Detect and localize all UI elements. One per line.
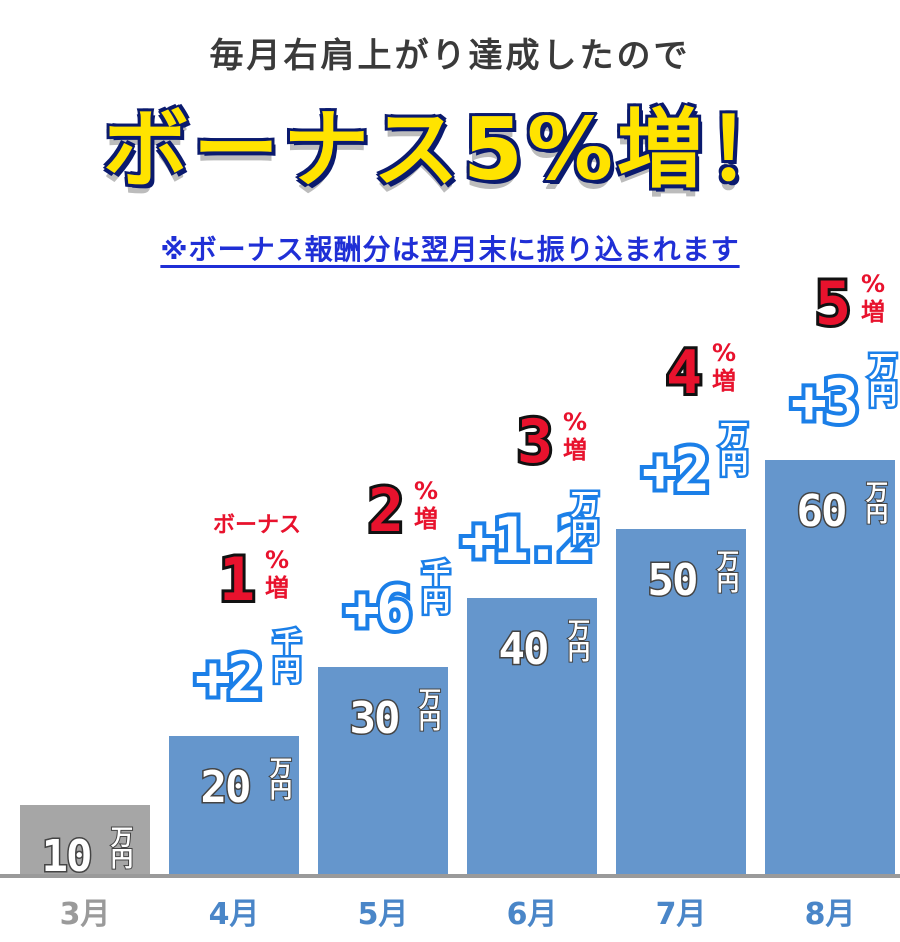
chart-headline: ボーナス5%増！: [101, 98, 797, 202]
bar-value-unit: 円: [111, 848, 133, 873]
bonus-percent-sign: %: [712, 339, 736, 367]
bar-value-unit: 円: [419, 710, 441, 735]
increase-unit: 円: [273, 653, 301, 686]
bonus-percent-number: 5: [815, 269, 851, 339]
bonus-prefix-label: ボーナス: [213, 513, 301, 538]
increase-unit: 円: [422, 584, 450, 617]
month-label: 5月: [358, 897, 409, 932]
bonus-increase-word: 増: [563, 436, 587, 464]
bonus-increase-word: 増: [712, 367, 736, 395]
month-label: 6月: [507, 897, 558, 932]
increase-unit: 円: [869, 377, 897, 410]
increase-label: +2: [642, 436, 706, 506]
increase-label: +3: [791, 367, 856, 437]
month-label: 8月: [805, 897, 856, 932]
bonus-percent-number: 3: [517, 407, 553, 477]
bar-value-unit: 円: [568, 641, 590, 666]
bar-4: [467, 598, 597, 874]
chart-subtitle: 毎月右肩上がり達成したので: [209, 36, 691, 76]
bar-value-label: 20: [201, 762, 250, 813]
bar-value-label: 60: [797, 486, 846, 537]
bonus-increase-word: 増: [861, 298, 885, 326]
bar-6: [765, 460, 895, 874]
bar-value-label: 10: [42, 831, 91, 882]
bar-value-unit: 万: [865, 481, 888, 506]
increase-unit: 千: [422, 557, 450, 590]
increase-unit: 円: [720, 446, 748, 479]
increase-unit: 万: [720, 419, 748, 452]
bonus-percent-sign: %: [265, 546, 289, 574]
bar-value-unit: 円: [866, 503, 888, 528]
increase-unit: 円: [571, 515, 599, 548]
bar-value-label: 50: [648, 555, 697, 606]
increase-label: +6: [344, 574, 409, 644]
bar-value-label: 40: [499, 624, 548, 675]
increase-unit: 万: [571, 488, 599, 521]
month-label: 4月: [209, 897, 260, 932]
bar-value-unit: 万: [110, 826, 133, 851]
bar-value-unit: 円: [270, 779, 292, 804]
bonus-percent-number: 4: [666, 338, 702, 408]
increase-unit: 千: [273, 626, 301, 659]
bar-value-unit: 万: [269, 757, 292, 782]
increase-label: +2: [195, 643, 259, 713]
bar-5: [616, 529, 746, 874]
bonus-percent-sign: %: [414, 477, 438, 505]
bar-value-unit: 万: [418, 688, 441, 713]
bar-1: [20, 805, 150, 874]
bonus-percent-sign: %: [861, 270, 885, 298]
month-label: 7月: [656, 897, 707, 932]
transfer-note-link[interactable]: ※ボーナス報酬分は翌月末に振り込まれます: [160, 233, 740, 266]
bar-value-unit: 円: [717, 572, 739, 597]
increase-unit: 万: [869, 350, 897, 383]
increase-label: +1.2: [461, 505, 590, 575]
x-axis-line: [0, 874, 900, 878]
bar-3: [318, 667, 448, 874]
bar-value-unit: 万: [716, 550, 739, 575]
bar-2: [169, 736, 299, 874]
bonus-percent-number: 1: [219, 545, 255, 615]
month-label: 3月: [60, 897, 111, 932]
bonus-percent-number: 2: [368, 476, 404, 546]
bonus-increase-word: 増: [414, 505, 438, 533]
bar-value-label: 30: [350, 693, 399, 744]
bonus-increase-word: 増: [265, 574, 289, 602]
bonus-percent-sign: %: [563, 408, 587, 436]
bar-value-unit: 万: [567, 619, 590, 644]
